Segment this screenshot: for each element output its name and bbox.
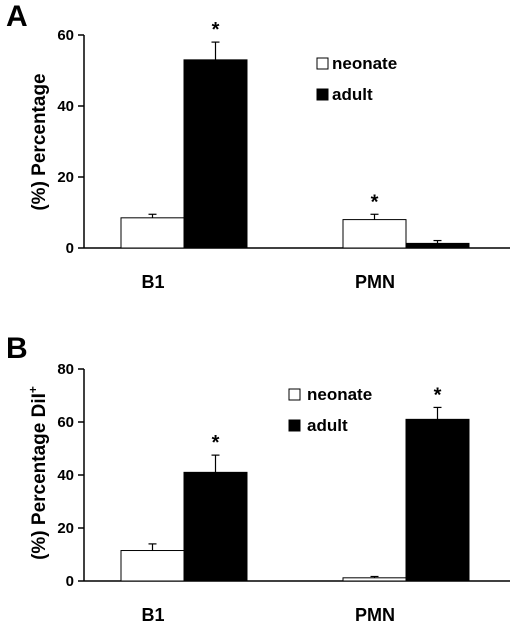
y-ticks-a: 0 20 40 60 xyxy=(57,27,84,257)
y-tick-label-a-20: 20 xyxy=(57,169,74,186)
legend-swatch-neonate-b xyxy=(288,388,301,401)
category-label-pmn-b: PMN xyxy=(355,605,395,625)
legend-label-neonate-b: neonate xyxy=(307,385,372,404)
bar-b-pmn-neonate xyxy=(342,577,407,582)
y-axis-label-b: (%) Percentage DiI+ xyxy=(26,386,50,560)
y-tick-label-a-40: 40 xyxy=(57,98,74,115)
y-axis-label-a: (%) Percentage xyxy=(29,73,50,210)
bars-a xyxy=(120,59,470,249)
bar-a-pmn-neonate xyxy=(342,219,407,249)
legend-swatch-neonate-a xyxy=(316,57,329,70)
panel-letter-a: A xyxy=(6,0,28,33)
error-bars-a xyxy=(148,41,442,244)
y-tick-label-a-60: 60 xyxy=(57,27,74,44)
legend-swatch-adult-b xyxy=(288,419,301,432)
bar-b-pmn-adult xyxy=(405,418,470,582)
bars-b xyxy=(120,418,470,582)
legend-b: neonate adult xyxy=(288,385,372,435)
y-tick-label-a-0: 0 xyxy=(66,240,74,257)
error-bars-b xyxy=(148,406,442,578)
legend-a: neonate adult xyxy=(316,54,397,104)
y-tick-label-b-40: 40 xyxy=(57,467,74,484)
significance-star-b-b1-adult: * xyxy=(212,432,220,454)
legend-swatch-adult-a xyxy=(316,88,329,101)
significance-marks-b: ** xyxy=(212,384,442,454)
bar-b-b1-neonate xyxy=(120,550,185,582)
panel-letter-b: B xyxy=(6,332,28,365)
bar-a-b1-neonate xyxy=(120,217,185,249)
bar-b-b1-adult xyxy=(183,471,248,582)
significance-star-b-pmn-adult: * xyxy=(434,384,442,406)
bar-a-b1-adult xyxy=(183,59,248,249)
y-tick-label-b-60: 60 xyxy=(57,414,74,431)
category-label-b1-a: B1 xyxy=(141,272,164,292)
category-label-b1-b: B1 xyxy=(141,605,164,625)
legend-label-neonate-a: neonate xyxy=(332,54,397,73)
y-ticks-b: 0 20 40 60 80 xyxy=(57,361,84,590)
significance-star-a-pmn-neonate: * xyxy=(371,191,379,213)
legend-label-adult-a: adult xyxy=(332,85,373,104)
y-tick-label-b-80: 80 xyxy=(57,361,74,378)
y-tick-label-b-20: 20 xyxy=(57,520,74,537)
y-tick-label-b-0: 0 xyxy=(66,573,74,590)
significance-star-a-b1-adult: * xyxy=(212,19,220,41)
category-label-pmn-a: PMN xyxy=(355,272,395,292)
significance-marks-a: ** xyxy=(212,19,379,213)
legend-label-adult-b: adult xyxy=(307,416,348,435)
bar-a-pmn-adult xyxy=(405,242,470,249)
